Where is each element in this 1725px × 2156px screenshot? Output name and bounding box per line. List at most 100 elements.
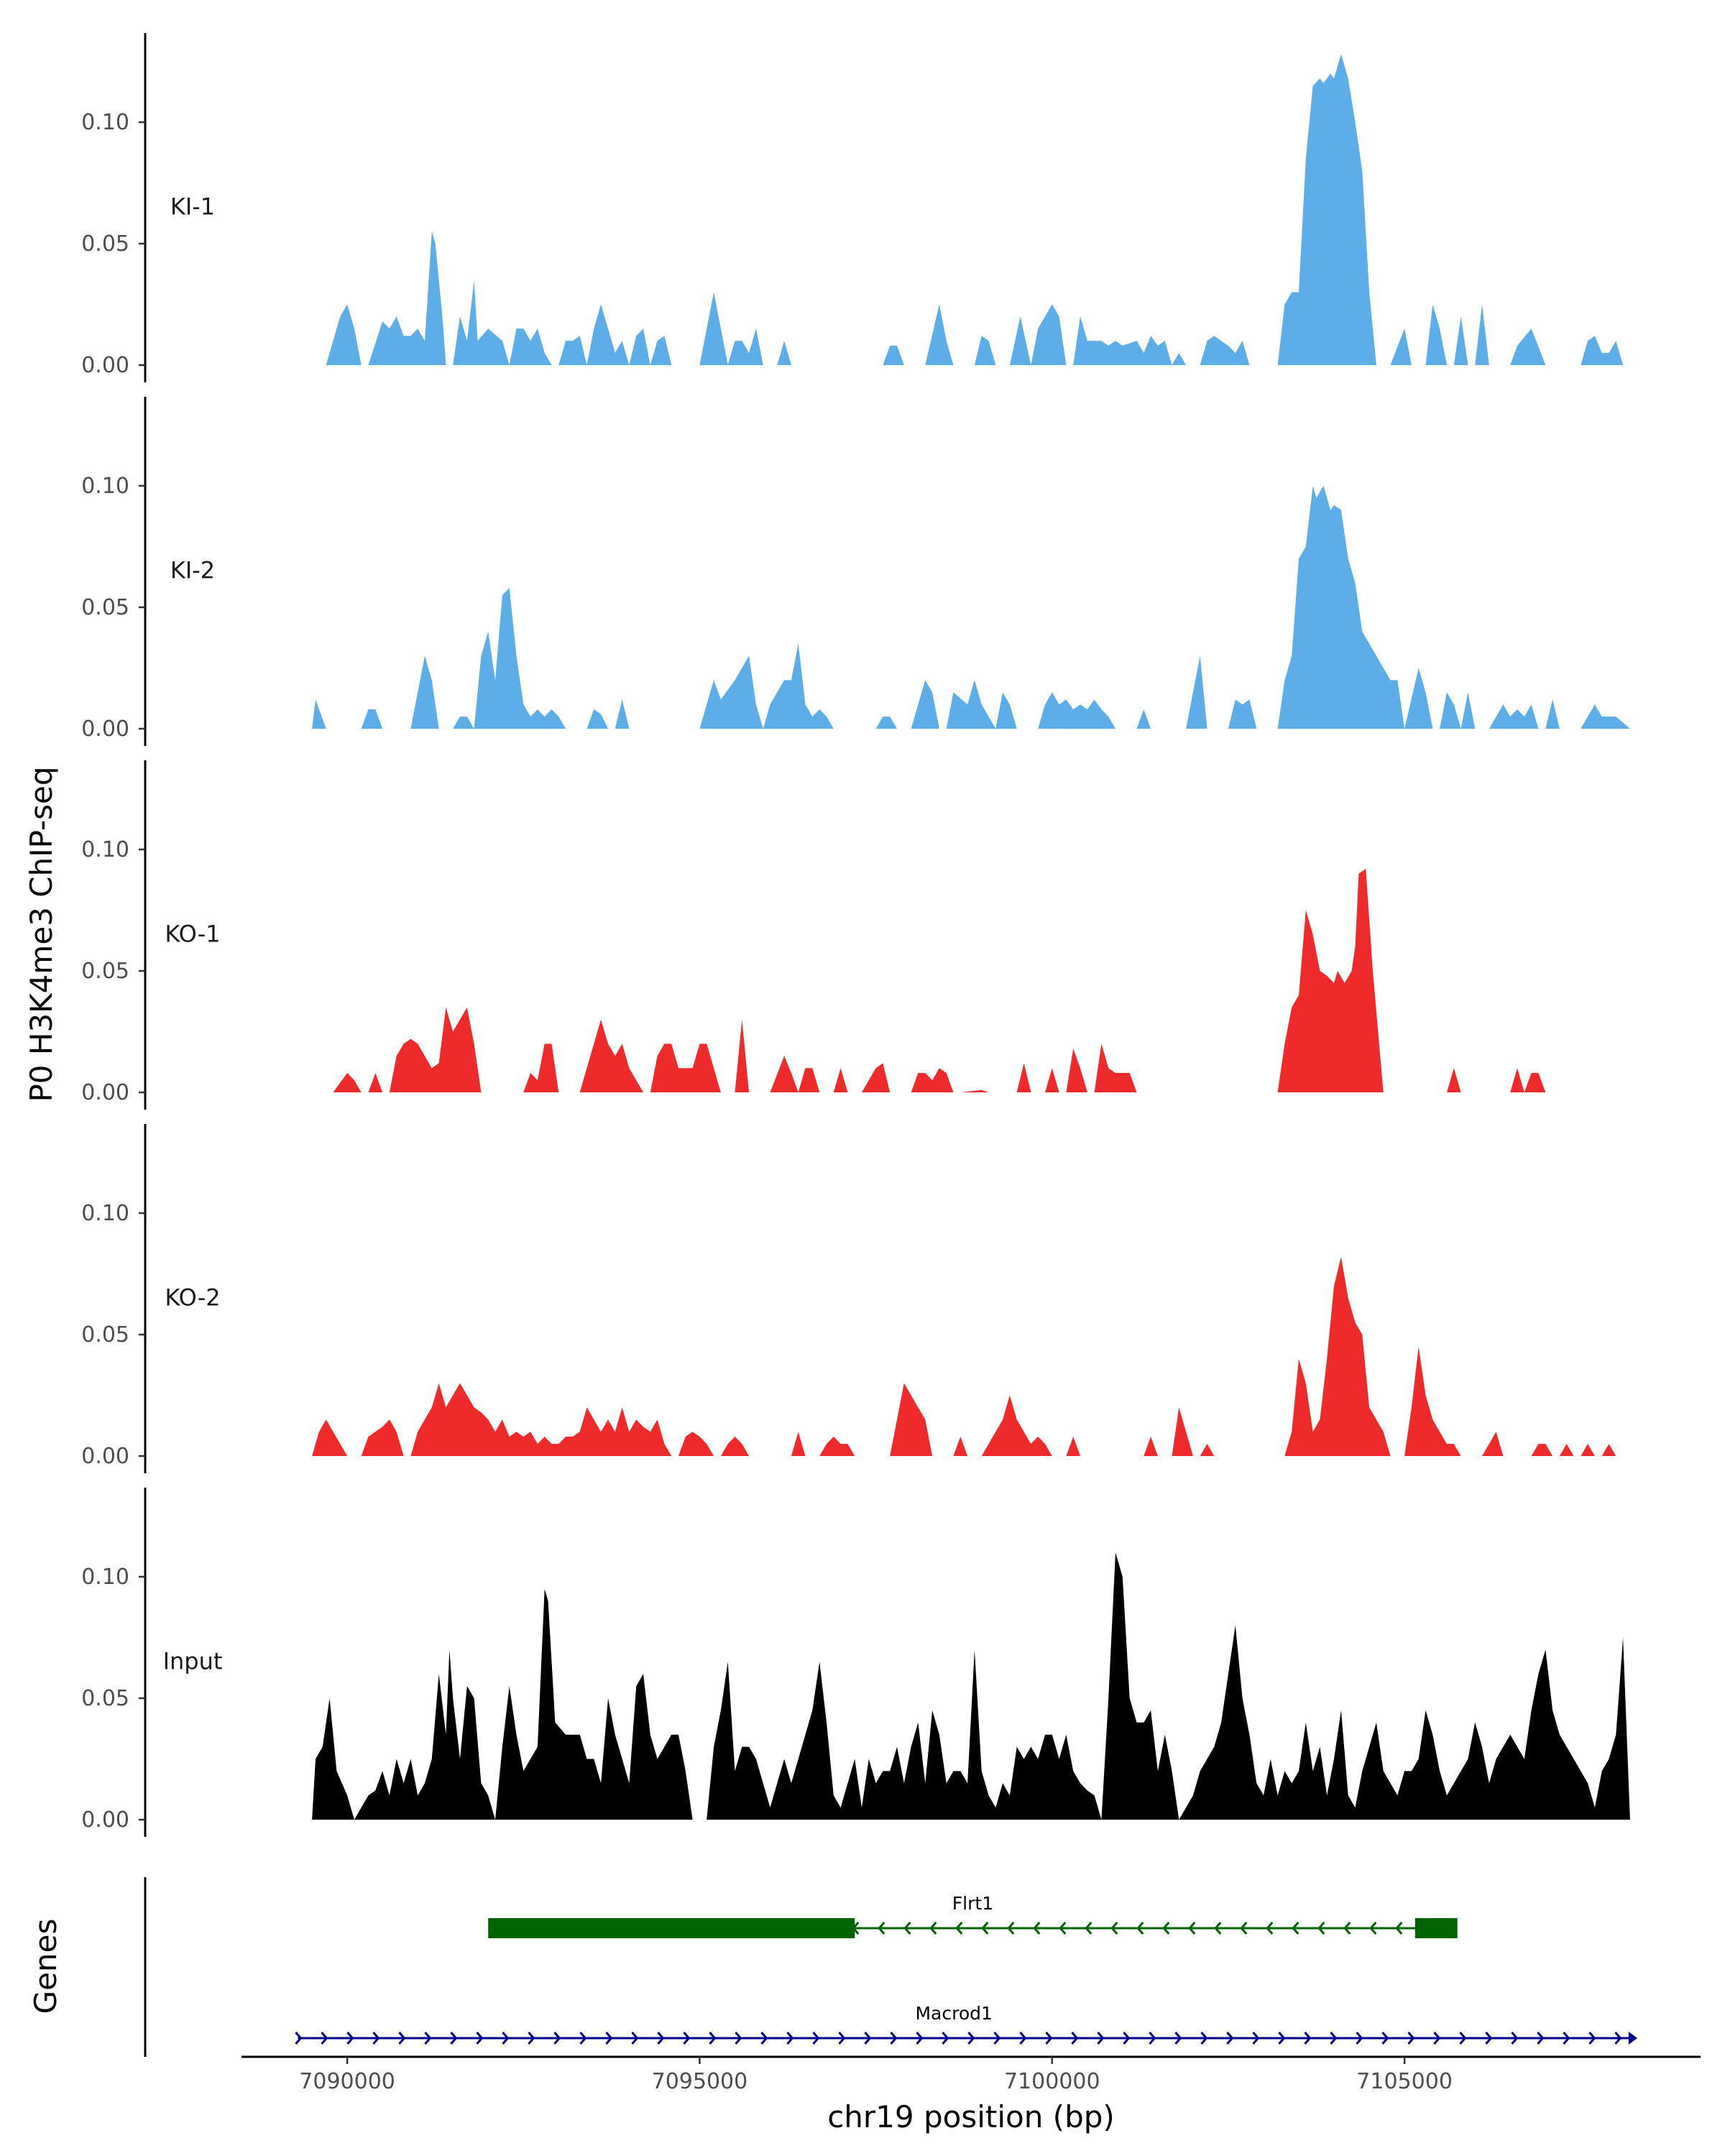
strand-arrow xyxy=(1226,2032,1234,2045)
strand-arrow-head xyxy=(1628,2032,1637,2045)
signal-area-ki-1 xyxy=(326,54,1624,366)
y-tick-label: 0.05 xyxy=(81,1322,129,1348)
y-tick-label: 0.00 xyxy=(81,1807,129,1833)
track-ko-1: 0.00 0.05 0.10 KO-1 xyxy=(81,760,1546,1110)
strand-arrow xyxy=(1252,2032,1260,2045)
y-tick-label: 0.05 xyxy=(81,595,129,620)
signal-tracks: 0.00 0.05 0.10 KI-1 0.00 0.05 0.10 KI-2 0.00 0.05… xyxy=(81,33,1630,1837)
track-label: KI-2 xyxy=(170,556,215,584)
gene-label: Macrod1 xyxy=(915,2003,992,2024)
strand-arrow xyxy=(967,2032,975,2045)
strand-arrow xyxy=(1304,2032,1312,2045)
x-tick-label: 7090000 xyxy=(299,2069,395,2094)
strand-arrow xyxy=(346,2032,354,2045)
x-tick-label: 7105000 xyxy=(1356,2069,1453,2094)
strand-arrow xyxy=(838,2032,846,2045)
strand-arrow xyxy=(1537,2032,1545,2045)
strand-arrow xyxy=(450,2032,458,2045)
strand-arrow xyxy=(1240,1922,1248,1935)
y-tick-label: 0.05 xyxy=(81,231,129,257)
gene-label: Flrt1 xyxy=(952,1893,993,1914)
y-tick-label: 0.10 xyxy=(81,837,129,862)
strand-arrow xyxy=(1136,1922,1144,1935)
strand-arrow xyxy=(1563,2032,1570,2045)
strand-arrow xyxy=(1200,2032,1208,2045)
strand-arrow xyxy=(1407,2032,1415,2045)
track-label: KO-2 xyxy=(165,1284,220,1311)
y-axis-title: P0 H3K4me3 ChIP-seq xyxy=(24,766,59,1102)
gene-track: Genes Flrt1 Macrod1 xyxy=(28,1877,1637,2057)
signal-area-ki-2 xyxy=(312,486,1630,729)
strand-arrow xyxy=(1188,1922,1196,1935)
signal-area-input xyxy=(312,1552,1630,1820)
track-ki-1: 0.00 0.05 0.10 KI-1 xyxy=(81,33,1624,382)
track-ki-2: 0.00 0.05 0.10 KI-2 xyxy=(81,397,1630,746)
strand-arrow xyxy=(579,2032,587,2045)
strand-arrow xyxy=(942,2032,949,2045)
strand-arrow xyxy=(1162,1922,1170,1935)
strand-arrow xyxy=(1110,1922,1118,1935)
strand-arrow xyxy=(1266,1922,1274,1935)
strand-arrow xyxy=(735,2032,742,2045)
strand-arrow xyxy=(1511,2032,1519,2045)
strand-arrow xyxy=(916,2032,924,2045)
strand-arrow xyxy=(1381,2032,1389,2045)
strand-arrow xyxy=(1395,1922,1403,1935)
strand-arrow xyxy=(1007,1922,1015,1935)
strand-arrow xyxy=(1214,1922,1222,1935)
strand-arrow xyxy=(1614,2032,1622,2045)
signal-area-ko-2 xyxy=(312,1256,1630,1456)
track-ko-2: 0.00 0.05 0.10 KO-2 xyxy=(81,1124,1630,1473)
track-input: 0.00 0.05 0.10 Input xyxy=(81,1488,1630,1837)
y-tick-label: 0.10 xyxy=(81,1201,129,1226)
strand-arrow xyxy=(812,2032,820,2045)
strand-arrow xyxy=(709,2032,717,2045)
strand-arrow xyxy=(1343,1922,1351,1935)
y-tick-label: 0.05 xyxy=(81,1686,129,1711)
strand-arrow xyxy=(1330,2032,1338,2045)
gene-exon xyxy=(1414,1918,1458,1938)
strand-arrow xyxy=(786,2032,794,2045)
strand-arrow xyxy=(1356,2032,1363,2045)
strand-arrow xyxy=(890,2032,898,2045)
strand-arrow xyxy=(605,2032,613,2045)
y-axis-title-text: P0 H3K4me3 ChIP-seq xyxy=(24,766,59,1102)
strand-arrow xyxy=(1059,1922,1067,1935)
strand-arrow xyxy=(398,2032,406,2045)
strand-arrow xyxy=(295,2032,303,2045)
strand-arrow xyxy=(657,2032,665,2045)
strand-arrow xyxy=(760,2032,768,2045)
track-label: KI-1 xyxy=(170,193,215,220)
strand-arrow xyxy=(528,2032,535,2045)
strand-arrow xyxy=(631,2032,639,2045)
strand-arrow xyxy=(476,2032,484,2045)
strand-arrow xyxy=(955,1922,963,1935)
x-axis: chr19 position (bp) 7090000 7095000 710000… xyxy=(242,2055,1701,2134)
signal-area-ko-1 xyxy=(333,869,1546,1092)
track-label: KO-1 xyxy=(165,920,220,947)
strand-arrow xyxy=(1019,2032,1027,2045)
strand-arrow xyxy=(424,2032,432,2045)
strand-arrow xyxy=(929,1922,937,1935)
gene-flrt1: Flrt1 xyxy=(488,1893,1458,1938)
strand-arrow xyxy=(1317,1922,1325,1935)
y-tick-label: 0.10 xyxy=(81,474,129,499)
strand-arrow xyxy=(1085,1922,1092,1935)
strand-arrow xyxy=(683,2032,691,2045)
y-tick-label: 0.00 xyxy=(81,353,129,378)
gene-track-title: Genes xyxy=(28,1919,63,2014)
y-tick-label: 0.00 xyxy=(81,1444,129,1469)
y-tick-label: 0.10 xyxy=(81,1565,129,1590)
strand-arrow xyxy=(1174,2032,1182,2045)
strand-arrow xyxy=(321,2032,328,2045)
strand-arrow xyxy=(1045,2032,1053,2045)
strand-arrow xyxy=(1588,2032,1596,2045)
strand-arrow xyxy=(981,1922,989,1935)
strand-arrow xyxy=(502,2032,510,2045)
strand-arrow xyxy=(1292,1922,1300,1935)
y-tick-label: 0.00 xyxy=(81,1080,129,1105)
strand-arrow xyxy=(1369,1922,1377,1935)
gene-exon xyxy=(488,1918,855,1938)
strand-arrow xyxy=(1097,2032,1105,2045)
track-label: Input xyxy=(163,1647,223,1674)
